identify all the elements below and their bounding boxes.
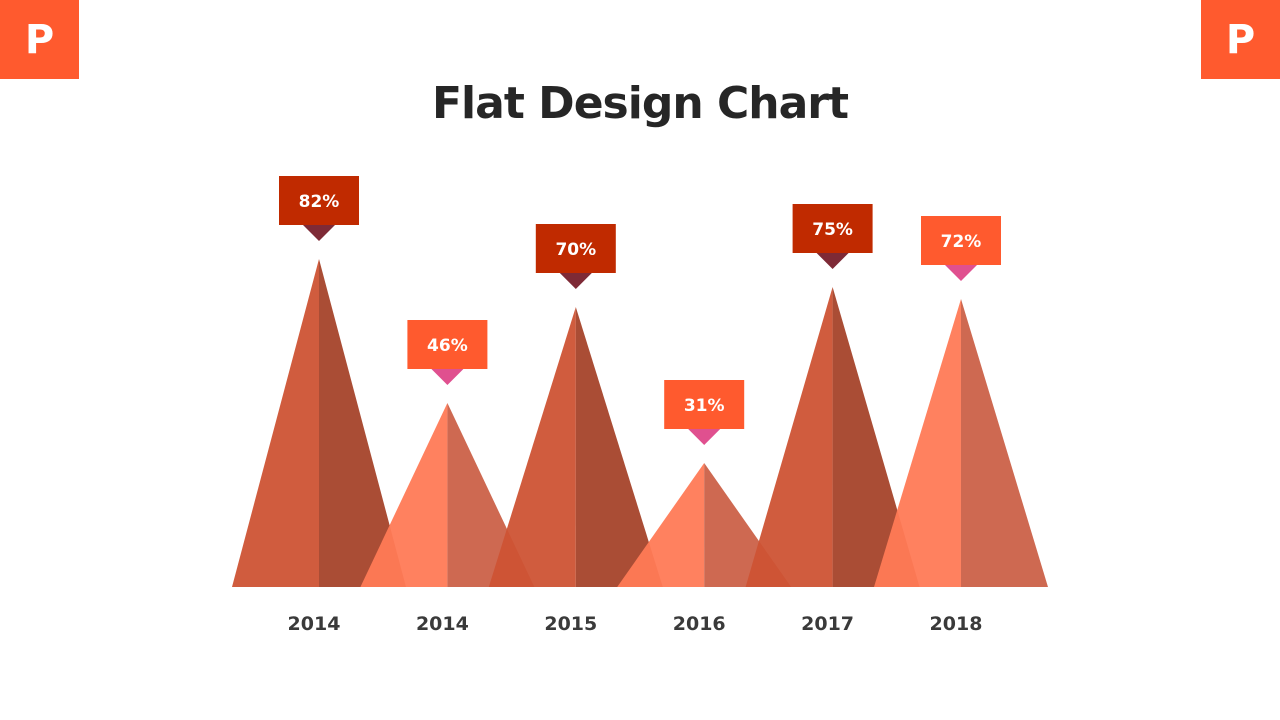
label-pointer-3	[688, 429, 721, 445]
x-tick-label-1: 2014	[416, 613, 469, 635]
data-label-5: 72%	[941, 232, 982, 252]
triangle-left-3	[617, 463, 705, 587]
triangle-left-2	[488, 307, 576, 587]
data-label-4: 75%	[812, 220, 853, 240]
logo-left: P	[0, 0, 79, 79]
x-tick-label-3: 2016	[673, 613, 726, 635]
data-label-2: 70%	[555, 240, 596, 260]
label-box-3	[664, 380, 745, 429]
triangle-left-0	[232, 259, 319, 587]
label-pointer-2	[559, 273, 592, 289]
x-tick-label-5: 2018	[930, 613, 983, 635]
label-pointer-5	[945, 265, 977, 281]
label-box-1	[407, 320, 488, 369]
triangle-right-5	[961, 299, 1048, 587]
label-box-5	[921, 216, 1001, 265]
label-box-0	[279, 176, 359, 225]
data-label-1: 46%	[427, 336, 468, 356]
triangle-right-0	[319, 259, 406, 587]
data-label-3: 31%	[684, 396, 725, 416]
chart-title: Flat Design Chart	[432, 78, 849, 129]
data-label-0: 82%	[299, 192, 340, 212]
triangle-right-2	[575, 307, 663, 587]
label-box-2	[535, 224, 616, 273]
x-tick-label-2: 2015	[544, 613, 597, 635]
triangle-right-1	[447, 403, 535, 587]
triangle-left-1	[360, 403, 448, 587]
label-pointer-4	[816, 253, 849, 269]
x-tick-label-0: 2014	[288, 613, 341, 635]
triangle-left-4	[745, 287, 833, 587]
x-tick-label-4: 2017	[801, 613, 854, 635]
label-box-4	[792, 204, 873, 253]
logo-right: P	[1201, 0, 1280, 79]
label-pointer-0	[303, 225, 335, 241]
triangle-left-5	[874, 299, 961, 587]
label-pointer-1	[431, 369, 464, 385]
